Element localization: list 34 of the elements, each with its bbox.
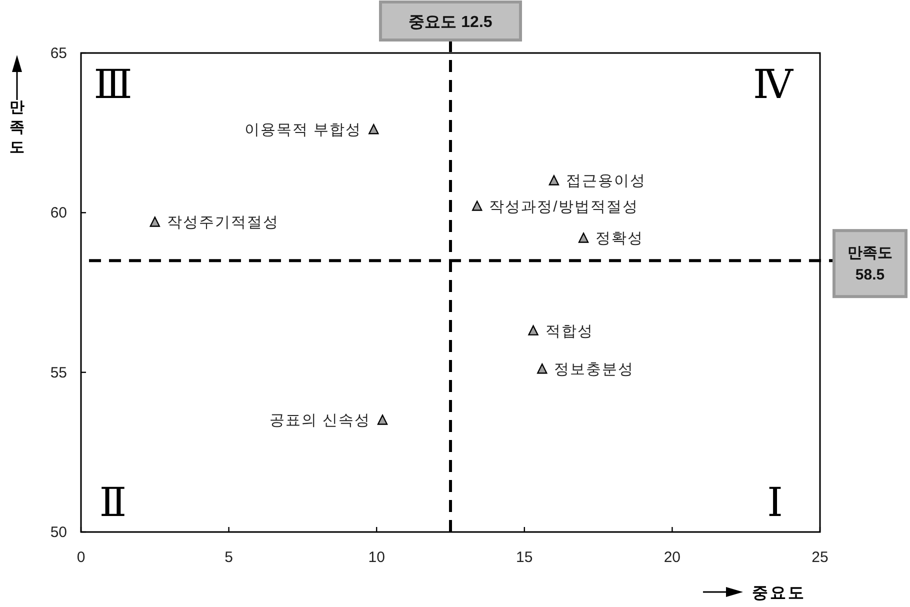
point — [548, 175, 560, 186]
point — [537, 364, 548, 374]
x-axis-title: 중요도 — [752, 585, 806, 602]
point — [368, 124, 379, 134]
x-tick-label: 20 — [664, 549, 681, 566]
x-tick-label: 10 — [368, 549, 385, 566]
point — [578, 232, 589, 243]
annotation: 작성과정/방법적절성 — [489, 198, 638, 216]
annotation: 정확성 — [596, 230, 644, 248]
x-tick-label: 0 — [76, 549, 86, 566]
y-tick-label: 65 — [50, 45, 67, 62]
annotation: Ⅱ — [99, 480, 127, 525]
annotation: Ⅰ — [767, 480, 783, 525]
point — [528, 325, 538, 336]
annotation: 정보충분성 — [554, 361, 634, 378]
point — [377, 414, 388, 425]
ref-line-label: 만족도 58.5 — [848, 244, 892, 284]
point — [472, 200, 482, 211]
x-tick-label: 15 — [516, 549, 533, 566]
annotation: Ⅳ — [753, 62, 794, 107]
annotation: 적합성 — [545, 322, 594, 340]
annotation: 이용목적 부합성 — [244, 122, 362, 139]
ref-line-label: 중요도 12.5 — [408, 14, 492, 31]
annotation: 공표의 신속성 — [269, 412, 371, 430]
y-axis-title: 만족도 — [10, 99, 24, 156]
annotation: 작성주기적절성 — [166, 214, 279, 232]
x-tick-label: 25 — [812, 549, 828, 566]
y-tick-label: 55 — [50, 364, 67, 382]
x-tick-label: 5 — [224, 549, 233, 566]
annotation: Ⅲ — [94, 62, 132, 107]
point — [150, 216, 160, 227]
annotation: 접근용이성 — [566, 172, 646, 190]
y-tick-label: 60 — [50, 204, 67, 222]
y-tick-label: 50 — [50, 524, 67, 541]
